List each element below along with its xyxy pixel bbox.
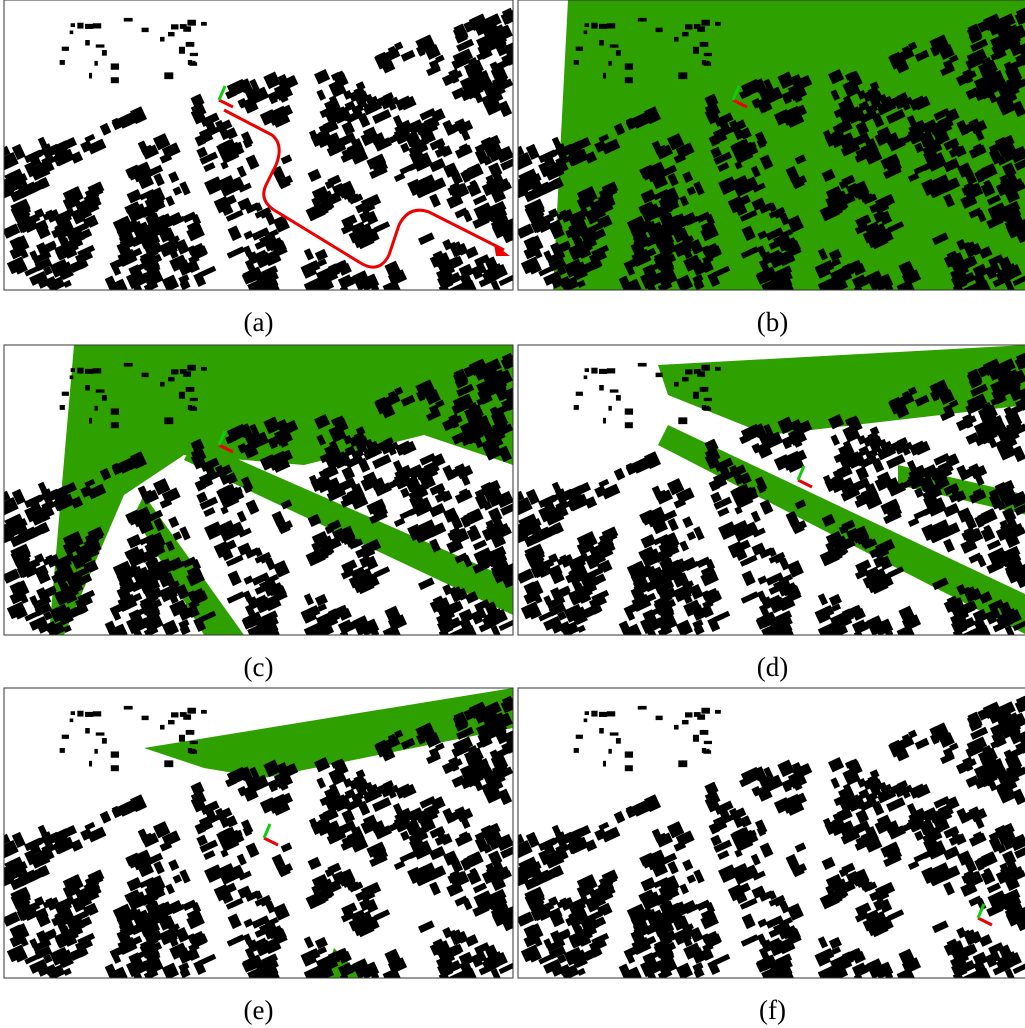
panel-caption: (c): [244, 652, 274, 682]
map-panel: (d): [512, 345, 1025, 682]
panel-caption: (b): [757, 307, 788, 337]
map-panel: (c): [0, 345, 522, 682]
panel-caption: (f): [759, 995, 786, 1025]
map-panel: (e): [0, 688, 522, 1025]
panel-caption: (d): [757, 652, 788, 682]
map-panel: (b): [512, 0, 1025, 337]
figure: (a) (b) (c) (d) (e) (f): [0, 0, 1025, 1028]
panel-caption: (a): [244, 307, 274, 337]
panel-caption: (e): [244, 995, 274, 1025]
map-panel: (a): [0, 0, 522, 337]
map-panel: (f): [512, 688, 1025, 1025]
